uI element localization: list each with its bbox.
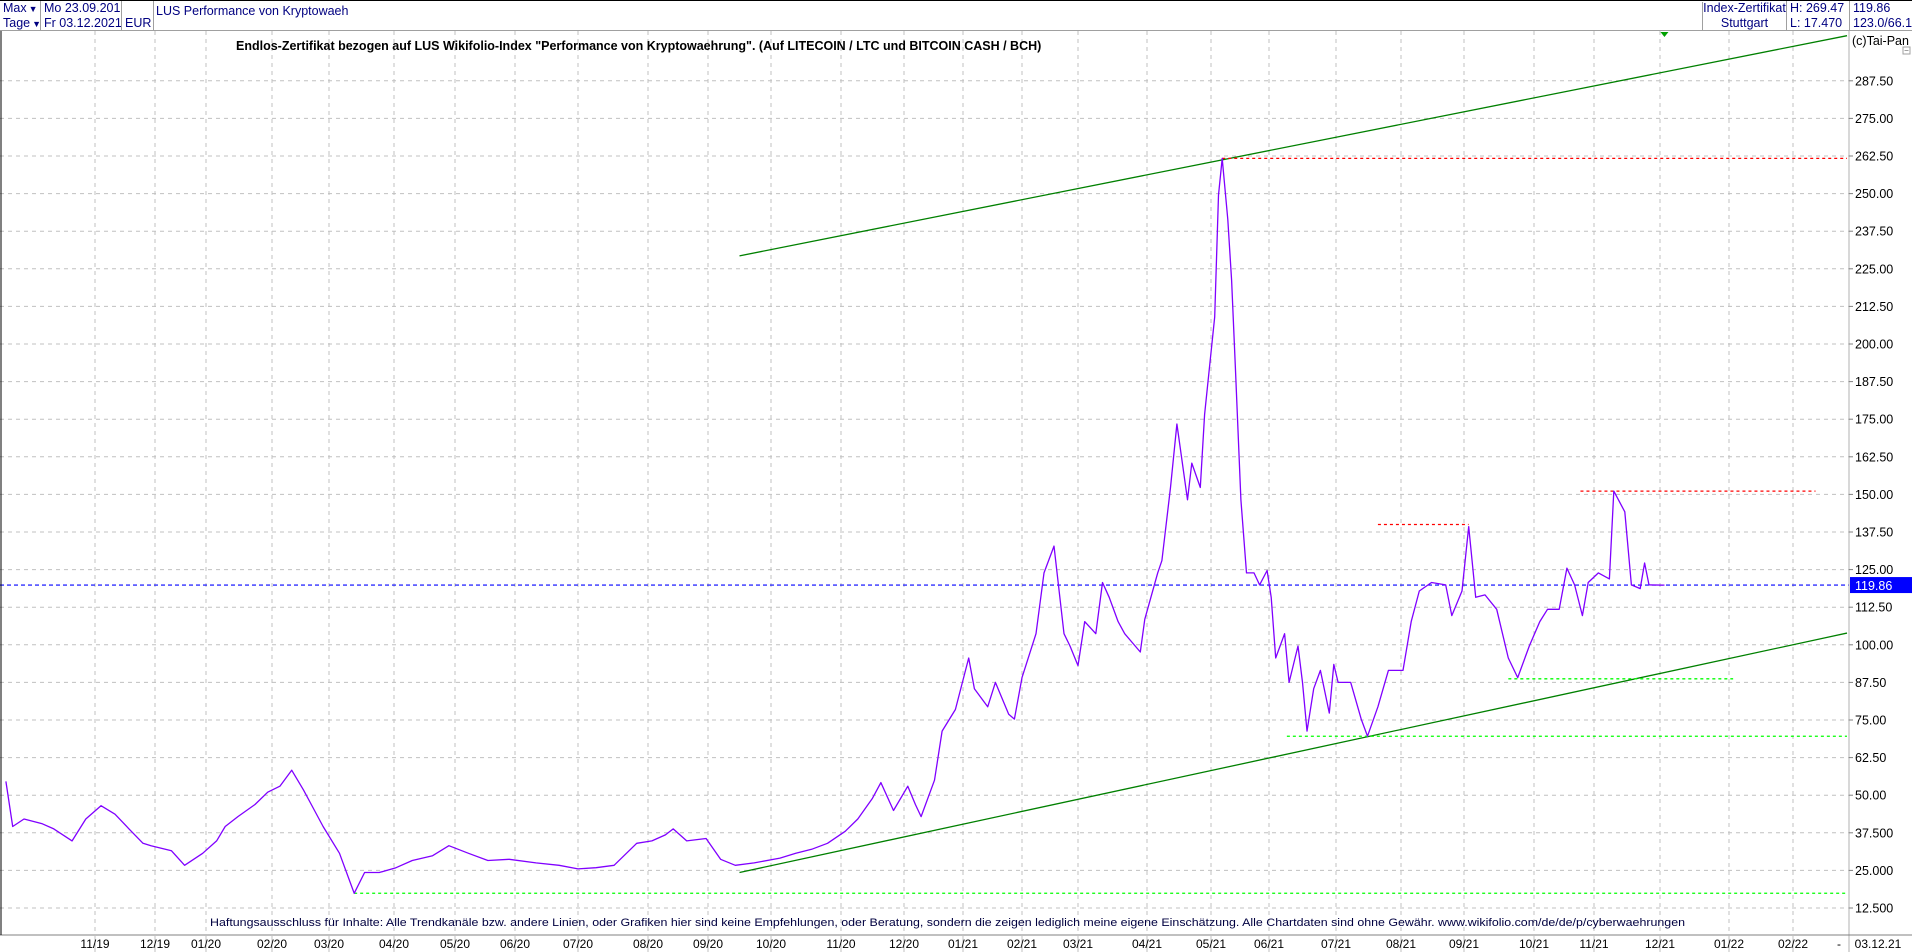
- x-tick-label: 03/20: [314, 937, 344, 951]
- x-tick-label: 03/21: [1063, 937, 1093, 951]
- x-tick-label: 01/20: [191, 937, 221, 951]
- price-series: [5, 157, 1665, 894]
- x-tick-label: 11/20: [826, 937, 855, 951]
- high-value: H: 269.47: [1787, 1, 1850, 16]
- x-tick-label: 11/19: [80, 937, 109, 951]
- y-axis: 12.500 25.000 37.500 50.00 62.50 75.00 87.50 10…: [1849, 74, 1912, 916]
- x-tick-label: 04/21: [1132, 937, 1162, 951]
- y-tick-label: 287.50: [1855, 74, 1893, 88]
- currency-spacer: [122, 1, 154, 16]
- start-date[interactable]: Mo 23.09.2019: [41, 1, 122, 16]
- x-tick-label: 10/21: [1519, 937, 1549, 951]
- x-tick-label: 08/20: [633, 937, 663, 951]
- grid: [0, 31, 1849, 935]
- last-price-marker: [1850, 577, 1912, 594]
- y-tick-label: 150.00: [1855, 488, 1893, 502]
- y-tick-label: 12.500: [1855, 902, 1893, 916]
- chart-footnote: Haftungsausschluss für Inhalte: Alle Tre…: [210, 917, 1685, 929]
- y-tick-label: 237.50: [1855, 225, 1893, 239]
- y-tick-label: 137.50: [1855, 526, 1893, 540]
- chart-title: Endlos-Zertifikat bezogen auf LUS Wikifo…: [236, 39, 1041, 53]
- chevron-down-icon: ▼: [32, 19, 41, 29]
- instrument-type: Index-Zertifikat: [1703, 1, 1787, 16]
- y-tick-label: 262.50: [1855, 150, 1893, 164]
- y-tick-label: 225.00: [1855, 262, 1893, 276]
- y-tick-label: 212.50: [1855, 300, 1893, 314]
- y-tick-label: 37.500: [1855, 826, 1893, 840]
- x-tick-label: 06/21: [1254, 937, 1284, 951]
- interval-select[interactable]: Tage ▼: [0, 16, 41, 31]
- x-tick-label: 12/20: [889, 937, 919, 951]
- x-tick-label: 06/20: [500, 937, 530, 951]
- range-select[interactable]: Max ▼: [0, 1, 41, 16]
- last-price: 119.86: [1853, 1, 1891, 15]
- x-tick-label: 01/21: [948, 937, 978, 951]
- y-tick-label: 25.000: [1855, 864, 1893, 878]
- x-tick-label: 07/20: [563, 937, 593, 951]
- y-tick-label: 87.50: [1855, 676, 1886, 690]
- x-tick-label: 05/21: [1196, 937, 1226, 951]
- x-tick-label: 10/20: [756, 937, 786, 951]
- x-tick-label: 09/21: [1449, 937, 1479, 951]
- x-tick-label: 01/22: [1714, 937, 1744, 951]
- x-tick-label: 07/21: [1321, 937, 1351, 951]
- x-axis: 11/19 12/19 01/20 02/20 03/20 04/20 05/20 06/20…: [80, 935, 1902, 952]
- instrument-name: LUS Performance von Kryptowaeh: [154, 2, 1703, 30]
- x-tick-label: 12/19: [140, 937, 170, 951]
- x-tick-label: 09/20: [693, 937, 723, 951]
- y-tick-label: 50.00: [1855, 789, 1886, 803]
- x-tick-label: 05/20: [440, 937, 470, 951]
- x-tick-label: 02/21: [1007, 937, 1037, 951]
- y-tick-label: 125.00: [1855, 563, 1893, 577]
- chart-header: Max ▼ Tage ▼ Mo 23.09.2019 Fr 03.12.2021 E…: [0, 0, 1912, 31]
- y-tick-label: 275.00: [1855, 112, 1893, 126]
- y-tick-label: 75.00: [1855, 714, 1886, 728]
- x-tick-label: 11/21: [1579, 937, 1608, 951]
- extra-value: 123.0/66.1: [1853, 16, 1912, 30]
- y-tick-label: 112.50: [1855, 601, 1892, 615]
- chart-overlays: [0, 32, 1849, 894]
- range-select-label: Max: [3, 1, 27, 15]
- trendline-channel-upper[interactable]: [739, 35, 1848, 257]
- x-tick-label: 04/20: [379, 937, 409, 951]
- chevron-down-icon: ▼: [28, 4, 38, 14]
- y-tick-label: 187.50: [1855, 375, 1893, 389]
- interval-select-label: Tage: [3, 16, 31, 30]
- low-value: L: 17.470: [1787, 16, 1850, 31]
- y-tick-label: 100.00: [1855, 638, 1893, 652]
- end-date[interactable]: Fr 03.12.2021: [41, 16, 122, 31]
- current-date-marker-icon: [1660, 32, 1669, 37]
- x-tick-label: 12/21: [1645, 937, 1675, 951]
- y-tick-label: 250.00: [1855, 187, 1893, 201]
- exchange: Stuttgart: [1703, 16, 1787, 31]
- trendline-channel-lower[interactable]: [739, 632, 1848, 874]
- x-tick-label: 08/21: [1386, 937, 1416, 951]
- copyright-label: (c)Tai-Pan: [1852, 34, 1909, 48]
- x-axis-current-date: 03.12.21: [1855, 937, 1902, 951]
- price-line: [5, 157, 1665, 894]
- currency: EUR: [122, 16, 154, 31]
- x-tick-label: 02/20: [257, 937, 287, 951]
- x-tick-label: 02/22: [1778, 937, 1808, 951]
- y-tick-label: 162.50: [1855, 450, 1893, 464]
- x-axis-separator: -: [1837, 937, 1841, 951]
- y-tick-label: 200.00: [1855, 338, 1893, 352]
- last-price-label: 119.86: [1855, 579, 1892, 593]
- y-tick-label: 62.50: [1855, 751, 1886, 765]
- y-tick-label: 175.00: [1855, 413, 1893, 427]
